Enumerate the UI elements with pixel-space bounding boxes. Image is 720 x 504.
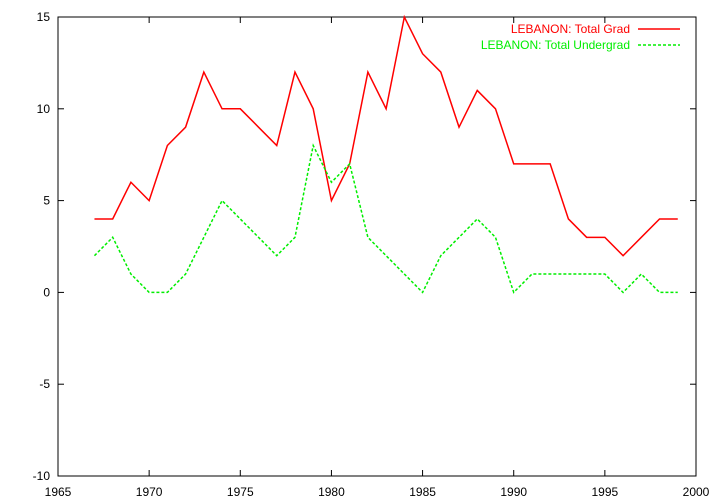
plot-frame — [57, 16, 697, 477]
y-axis-tick-labels: -10 -5 0 5 10 15 — [33, 10, 51, 483]
legend: LEBANON: Total Grad LEBANON: Total Underg… — [481, 22, 680, 52]
series-line-lebanon-total-grad — [94, 14, 678, 257]
series-line-lebanon-total-undergrad — [93, 143, 678, 294]
legend-label-lebanon-total-undergrad: LEBANON: Total Undergrad — [481, 38, 630, 52]
x-tick-label: 1985 — [409, 485, 436, 499]
y-tick-label: -5 — [39, 377, 50, 391]
series-layer — [93, 14, 678, 294]
y-tick-label: 10 — [37, 102, 51, 116]
x-axis-tick-labels: 1965 1970 1975 1980 1985 1990 1995 2000 — [45, 485, 710, 499]
legend-label-lebanon-total-grad: LEBANON: Total Grad — [511, 22, 630, 36]
x-tick-label: 1990 — [500, 485, 527, 499]
y-tick-label: 0 — [43, 285, 50, 299]
y-tick-label: 15 — [37, 10, 51, 24]
x-tick-label: 1995 — [592, 485, 619, 499]
x-tick-label: 1970 — [136, 485, 163, 499]
x-tick-label: 1980 — [318, 485, 345, 499]
x-tick-label: 1965 — [45, 485, 72, 499]
y-tick-label: -10 — [33, 469, 51, 483]
x-tick-label: 2000 — [683, 485, 710, 499]
x-tick-label: 1975 — [227, 485, 254, 499]
y-tick-label: 5 — [43, 194, 50, 208]
